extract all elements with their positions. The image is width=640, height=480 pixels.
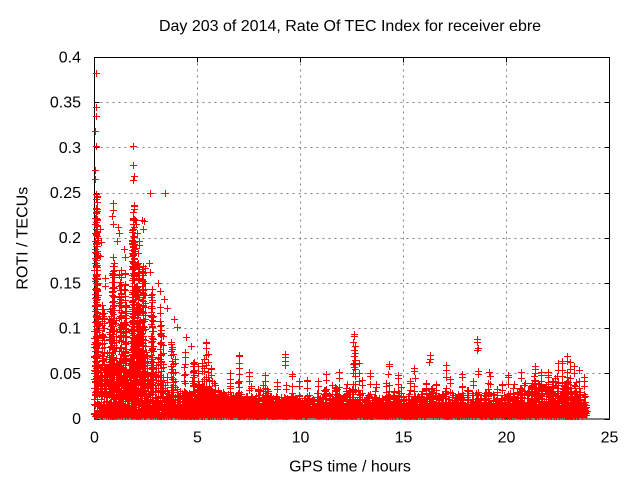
svg-text:0.35: 0.35 <box>50 95 81 112</box>
svg-text:15: 15 <box>395 430 413 447</box>
svg-text:25: 25 <box>601 430 619 447</box>
svg-text:0: 0 <box>72 411 81 428</box>
svg-text:0.25: 0.25 <box>50 185 81 202</box>
svg-text:20: 20 <box>498 430 516 447</box>
svg-text:0: 0 <box>90 430 99 447</box>
svg-text:ROTI / TECUs: ROTI / TECUs <box>15 187 32 290</box>
svg-text:0.15: 0.15 <box>50 275 81 292</box>
svg-text:0.1: 0.1 <box>59 321 81 338</box>
svg-text:GPS time / hours: GPS time / hours <box>289 459 411 476</box>
svg-text:0.05: 0.05 <box>50 366 81 383</box>
svg-text:0.3: 0.3 <box>59 140 81 157</box>
svg-text:0.4: 0.4 <box>59 50 81 67</box>
svg-text:Day 203 of 2014, Rate Of TEC I: Day 203 of 2014, Rate Of TEC Index for r… <box>159 18 541 35</box>
svg-text:10: 10 <box>292 430 310 447</box>
svg-text:0.2: 0.2 <box>59 230 81 247</box>
svg-text:5: 5 <box>193 430 202 447</box>
